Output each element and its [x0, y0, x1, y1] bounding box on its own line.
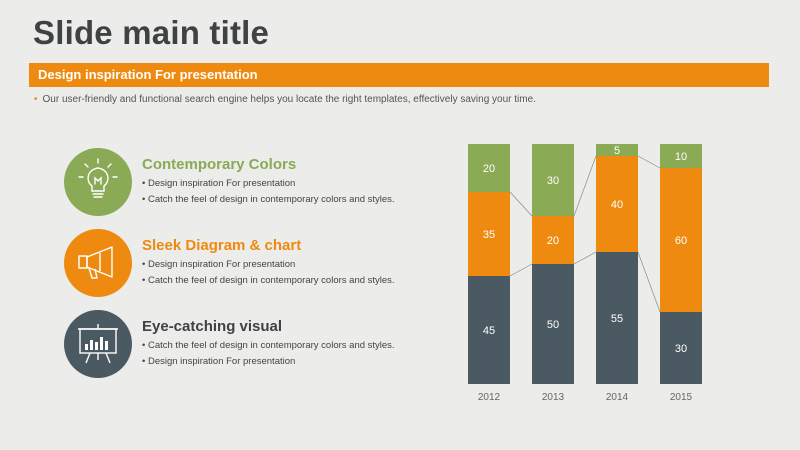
- feature-circle: [64, 310, 132, 378]
- stacked-bar-chart: 45 35 20 2012 50 20 30 2013 55 40 5 2014 30 60 10 2015: [468, 144, 702, 403]
- connector-line: [637, 155, 661, 169]
- bar-segment: [468, 144, 510, 192]
- feature-bullet: • Design inspiration For presentation: [142, 178, 296, 189]
- bar-segment: [596, 144, 638, 156]
- data-label: 20: [483, 163, 495, 175]
- data-label: 30: [547, 175, 559, 187]
- bar-segment: [596, 252, 638, 384]
- data-label: 20: [547, 235, 559, 247]
- bar-segment: [660, 168, 702, 312]
- data-label: 40: [611, 199, 623, 211]
- data-label: 5: [614, 145, 620, 157]
- connector-line: [637, 251, 661, 313]
- bullet-dot: •: [34, 94, 38, 105]
- data-label: 60: [675, 235, 687, 247]
- presentation-board-icon: [78, 324, 118, 364]
- subtitle-banner: Design inspiration For presentation: [29, 63, 769, 87]
- tagline: • Our user-friendly and functional search…: [34, 94, 536, 105]
- bar-segment: [596, 156, 638, 252]
- feature-bullet: • Catch the feel of design in contempora…: [142, 275, 395, 286]
- feature-bullet: • Design inspiration For presentation: [142, 259, 296, 270]
- bar-segment: [532, 216, 574, 264]
- lightbulb-icon: [78, 158, 118, 198]
- data-label: 10: [675, 151, 687, 163]
- bar-segment: [532, 264, 574, 384]
- feature-title: Eye-catching visual: [142, 318, 283, 335]
- x-tick-label: 2014: [606, 392, 629, 403]
- x-tick-label: 2012: [478, 392, 501, 403]
- bar-segment: [468, 192, 510, 276]
- megaphone-icon: [78, 246, 113, 279]
- data-label: 55: [611, 313, 623, 325]
- tagline-text: Our user-friendly and functional search …: [42, 94, 536, 105]
- feature-contemporary-colors: Contemporary Colors • Design inspiration…: [64, 148, 444, 218]
- feature-bullet: • Design inspiration For presentation: [142, 356, 296, 367]
- banner-text: Design inspiration For presentation: [38, 67, 258, 82]
- connector-line: [573, 251, 597, 265]
- feature-bullet: • Catch the feel of design in contempora…: [142, 340, 395, 351]
- feature-eye-catching-visual: Eye-catching visual • Catch the feel of …: [64, 310, 444, 380]
- feature-circle: [64, 229, 132, 297]
- data-label: 30: [675, 343, 687, 355]
- bar-segment: [660, 312, 702, 384]
- data-label: 45: [483, 325, 495, 337]
- connector-line: [573, 155, 597, 217]
- feature-title: Contemporary Colors: [142, 156, 297, 173]
- connector-line: [509, 263, 533, 277]
- feature-bullet: • Catch the feel of design in contempora…: [142, 194, 395, 205]
- feature-sleek-diagram: Sleek Diagram & chart • Design inspirati…: [64, 229, 444, 299]
- connector-line: [509, 191, 533, 217]
- bar-segment: [660, 144, 702, 168]
- x-tick-label: 2015: [670, 392, 693, 403]
- bar-segment: [468, 276, 510, 384]
- bar-segment: [532, 144, 574, 216]
- feature-title: Sleek Diagram & chart: [142, 237, 302, 254]
- slide-title: Slide main title: [33, 14, 270, 51]
- feature-circle: [64, 148, 132, 216]
- x-tick-label: 2013: [542, 392, 565, 403]
- data-label: 35: [483, 229, 495, 241]
- data-label: 50: [547, 319, 559, 331]
